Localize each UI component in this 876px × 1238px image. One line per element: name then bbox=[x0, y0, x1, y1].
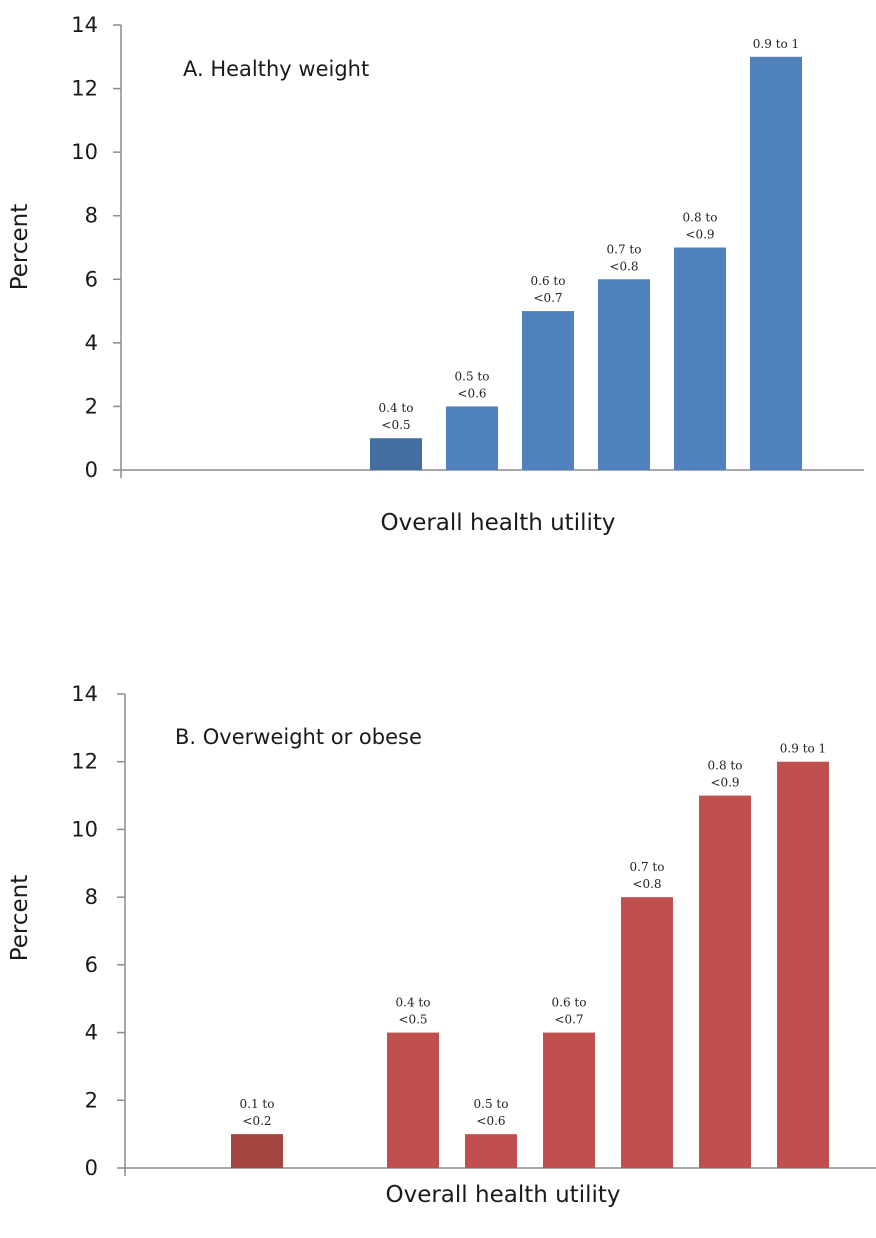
panel-b-bar-data-label: 0.9 to 1 bbox=[780, 742, 826, 756]
panel-a-x-axis-title: Overall health utility bbox=[380, 510, 615, 536]
panel-a-bar bbox=[370, 438, 422, 470]
panel-b-y-axis-title: Percent bbox=[7, 875, 33, 962]
panel-b-bar bbox=[621, 897, 673, 1168]
panel-a-bar bbox=[522, 311, 574, 470]
panel-b-bar bbox=[231, 1134, 283, 1168]
panel-b-bar-data-label: <0.8 bbox=[632, 877, 661, 891]
panel-b-y-tick-label: 6 bbox=[85, 953, 98, 977]
panel-b-bar-data-label: <0.9 bbox=[710, 776, 739, 790]
panel-a-bar-data-label: <0.5 bbox=[381, 418, 410, 432]
panel-a-y-tick-label: 6 bbox=[85, 267, 98, 291]
panel-b-bar bbox=[543, 1032, 595, 1168]
panel-b-y-tick-label: 0 bbox=[85, 1156, 98, 1180]
panel-b-x-axis-title: Overall health utility bbox=[385, 1182, 620, 1208]
panel-a-bar-data-label: <0.7 bbox=[533, 291, 562, 305]
panel-b-bar-data-label: <0.6 bbox=[476, 1114, 505, 1128]
panel-b-y-tick-label: 10 bbox=[71, 817, 98, 841]
panel-b-bar bbox=[465, 1134, 517, 1168]
panel-a-bar-data-label: 0.4 to bbox=[379, 401, 414, 415]
panel-b-bar-data-label: 0.7 to bbox=[630, 860, 665, 874]
panel-a-y-tick-label: 10 bbox=[71, 140, 98, 164]
panel-b-bar-data-label: 0.4 to bbox=[396, 996, 431, 1010]
panel-b-y-tick-label: 14 bbox=[71, 682, 98, 706]
panel-b-bar bbox=[699, 795, 751, 1168]
panel-b-bar bbox=[777, 761, 829, 1168]
panel-a-bar-data-label: <0.9 bbox=[685, 228, 714, 242]
panel-a-bar-data-label: <0.8 bbox=[609, 259, 638, 273]
panel-b-y-tick-label: 2 bbox=[85, 1088, 98, 1112]
panel-b-title: B. Overweight or obese bbox=[175, 725, 422, 749]
panel-a-bar-data-label: 0.7 to bbox=[607, 242, 642, 256]
panel-b-y-tick-label: 8 bbox=[85, 885, 98, 909]
panel-a-bar-data-label: 0.6 to bbox=[531, 274, 566, 288]
panel-b-bar bbox=[387, 1032, 439, 1168]
panel-a-y-axis-title: Percent bbox=[7, 204, 33, 291]
panel-b-bar-data-label: 0.5 to bbox=[474, 1097, 509, 1111]
panel-a-bar-data-label: 0.5 to bbox=[455, 369, 490, 383]
panel-b-bar-data-label: <0.7 bbox=[554, 1013, 583, 1027]
panel-b-bar-data-label: <0.5 bbox=[398, 1013, 427, 1027]
panel-a-bar bbox=[598, 279, 650, 470]
panel-a-bar-data-label: <0.6 bbox=[457, 386, 486, 400]
panel-a-title: A. Healthy weight bbox=[183, 57, 369, 81]
panel-a-bar bbox=[674, 247, 726, 470]
panel-b-y-tick-label: 4 bbox=[85, 1021, 98, 1045]
panel-a-y-tick-label: 12 bbox=[71, 77, 98, 101]
panel-a-y-tick-label: 2 bbox=[85, 394, 98, 418]
panel-a-bar bbox=[750, 56, 802, 471]
panel-a-bar bbox=[446, 406, 498, 470]
panel-a-y-tick-label: 8 bbox=[85, 204, 98, 228]
panel-b-bar-data-label: 0.1 to bbox=[240, 1097, 275, 1111]
panel-b-y-tick-label: 12 bbox=[71, 750, 98, 774]
panel-b-bar-data-label: 0.6 to bbox=[552, 996, 587, 1010]
panel-a-bar-data-label: 0.8 to bbox=[683, 211, 718, 225]
panel-b-bar-data-label: 0.8 to bbox=[708, 759, 743, 773]
panel-a-bar-data-label: 0.9 to 1 bbox=[753, 37, 799, 51]
panel-a-y-tick-label: 0 bbox=[85, 458, 98, 482]
panel-a-y-tick-label: 4 bbox=[85, 331, 98, 355]
panel-b-bar-data-label: <0.2 bbox=[242, 1114, 271, 1128]
panel-a-y-tick-label: 14 bbox=[71, 13, 98, 37]
